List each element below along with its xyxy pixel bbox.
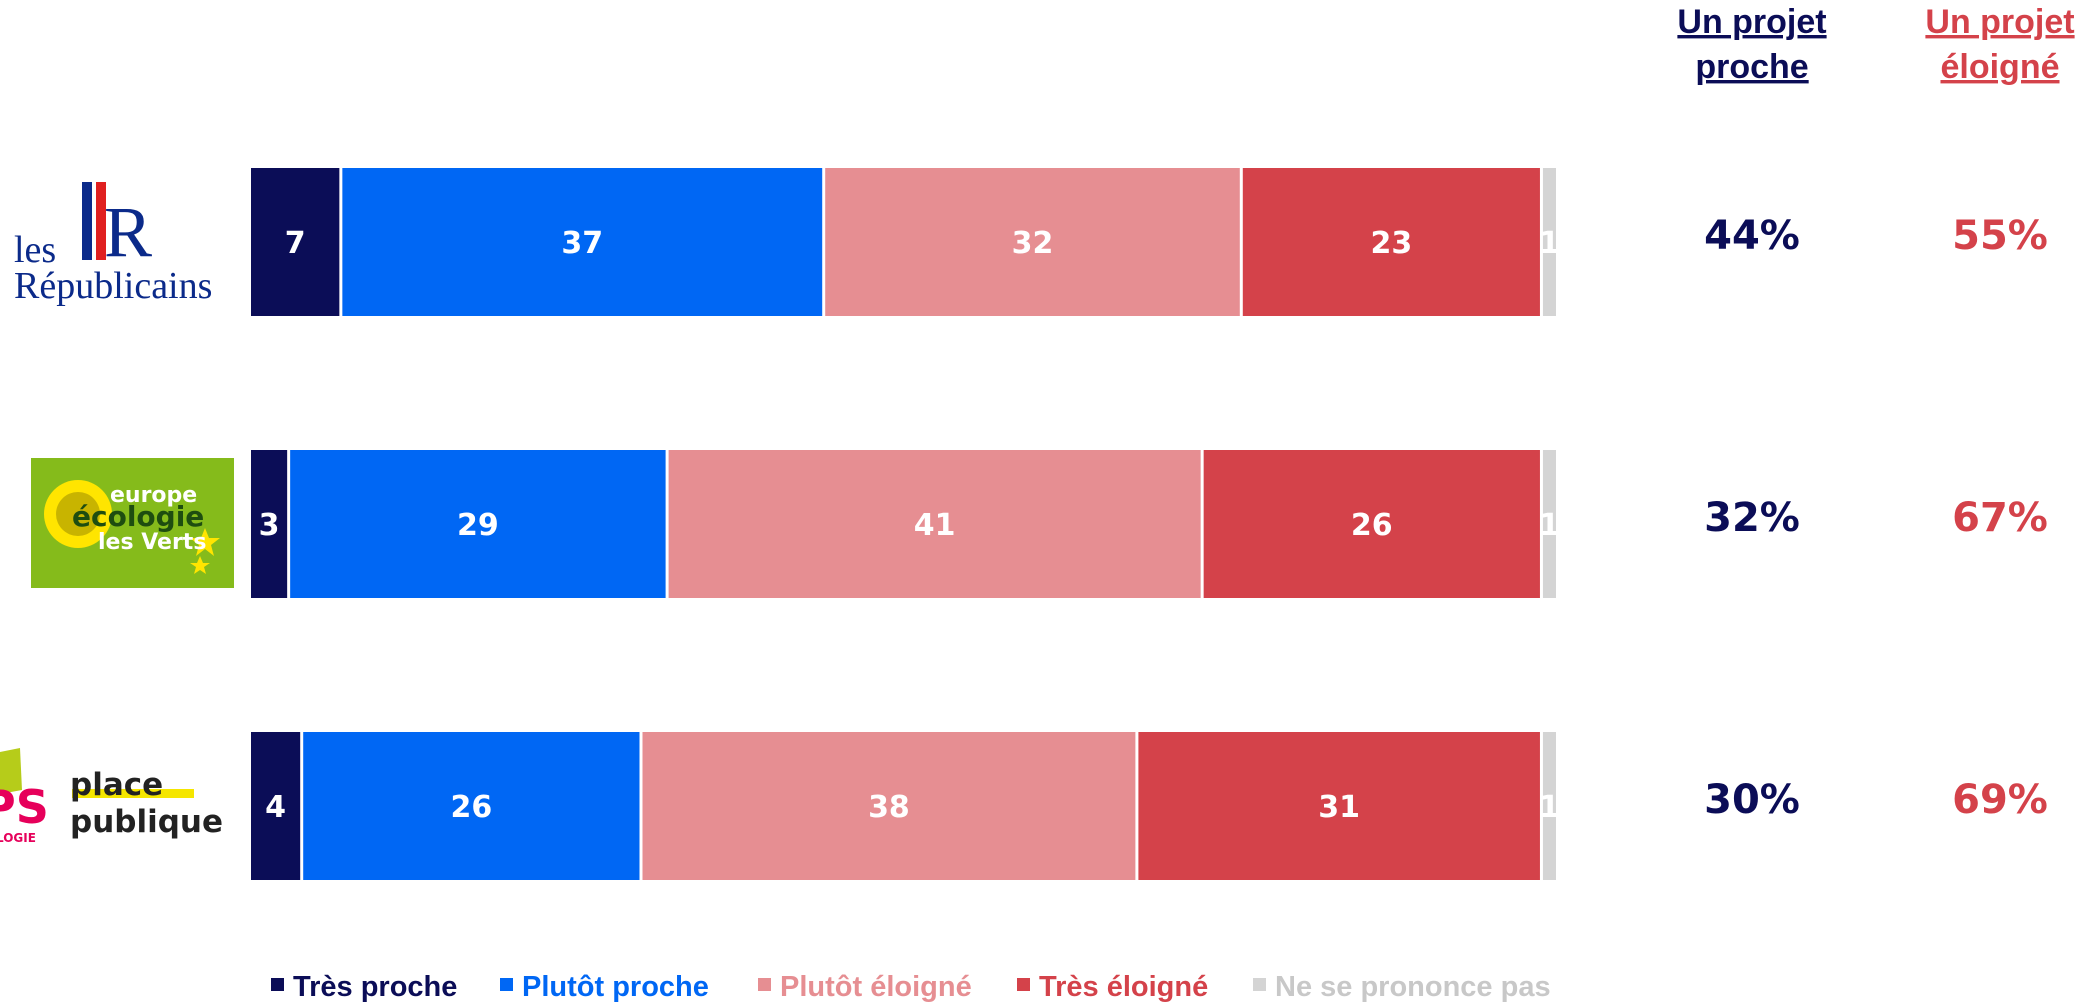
legend-item: Très éloigné <box>1017 971 1208 1003</box>
summary-value: 44% <box>1704 213 1800 259</box>
summary-values: 44% 32% 30% 55% 67% 69% <box>1704 213 2048 823</box>
summary-value: 30% <box>1704 777 1800 823</box>
les-republicains-logo: R les Républicains <box>14 182 212 307</box>
bar-data-label: 4 <box>265 790 286 825</box>
ps-small-text: LOGIE <box>0 831 36 845</box>
summary-value: 69% <box>1952 777 2048 823</box>
bar-data-label: 1 <box>1539 790 1560 825</box>
bar-data-label: 29 <box>457 508 499 543</box>
legend-swatch <box>1017 978 1030 991</box>
place-publique-yellow-bar <box>72 789 194 798</box>
bar-segment <box>251 450 288 598</box>
bar-segment <box>303 732 640 880</box>
lr-les: les <box>14 229 56 271</box>
bar-data-label: 7 <box>285 226 306 261</box>
bar-segment <box>342 168 823 316</box>
legend-item: Plutôt éloigné <box>758 971 972 1003</box>
legend-swatch <box>1253 978 1266 991</box>
bar-data-label: 31 <box>1318 790 1360 825</box>
summary-value: 67% <box>1952 495 2048 541</box>
bar-data-label: 1 <box>1539 226 1560 261</box>
legend: Très proche Plutôt proche Plutôt éloigné Tr… <box>271 971 1551 1003</box>
bar-segment <box>1242 168 1540 316</box>
bar-segment <box>668 450 1201 598</box>
summary-column-header: Un projet <box>1925 3 2074 41</box>
bar-data-label: 1 <box>1539 508 1560 543</box>
bar-data-label: 37 <box>561 226 603 261</box>
star-icon <box>190 528 220 556</box>
bar-segment <box>1138 732 1540 880</box>
legend-label: Plutôt proche <box>522 971 709 1003</box>
eelv-les-verts: les Verts <box>98 530 206 555</box>
bar-data-label: 41 <box>914 508 956 543</box>
bar-data-label: 32 <box>1012 226 1054 261</box>
ps-place: place <box>70 767 163 803</box>
ps-green-shape <box>0 748 22 794</box>
bar-segment <box>825 168 1240 316</box>
bar-data-label: 26 <box>1351 508 1393 543</box>
bar-segment <box>1542 168 1556 316</box>
bar-segment <box>251 168 340 316</box>
summary-value: 55% <box>1952 213 2048 259</box>
ps-publique: publique <box>70 804 223 840</box>
summary-headers: Un projet proche Un projet éloigné <box>1677 3 2074 86</box>
ps-mark: PS <box>0 780 49 834</box>
bar-segment <box>1542 450 1556 598</box>
summary-value: 32% <box>1704 495 1800 541</box>
eelv-europe: europe <box>110 483 197 508</box>
lr-letter-l-blue-bar <box>82 182 92 260</box>
bar-data-label: 26 <box>450 790 492 825</box>
legend-label: Très éloigné <box>1039 971 1208 1003</box>
stacked-bars: 7 37 32 23 13 29 41 26 14 26 38 31 1 <box>251 168 1560 880</box>
legend-label: Ne se prononce pas <box>1275 971 1551 1003</box>
legend-swatch <box>758 978 771 991</box>
legend-label: Plutôt éloigné <box>780 971 972 1003</box>
bar-data-label: 3 <box>259 508 280 543</box>
star-icon <box>190 556 210 574</box>
eelv-sunflower-logo: europe écologie les Verts <box>31 458 234 588</box>
summary-column-header: proche <box>1695 48 1808 86</box>
lr-letter-l-red-bar <box>96 182 106 260</box>
sunflower-center-icon <box>56 492 100 536</box>
lr-letters: R <box>104 192 152 272</box>
legend-swatch <box>500 978 513 991</box>
summary-column-header: Un projet <box>1677 3 1826 41</box>
legend-label: Très proche <box>293 971 457 1003</box>
summary-column-header: éloigné <box>1940 48 2059 86</box>
bar-segment <box>1542 732 1556 880</box>
legend-swatch <box>271 978 284 991</box>
legend-item: Plutôt proche <box>500 971 709 1003</box>
bar-segment <box>642 732 1136 880</box>
ps-place-publique-logo: PS LOGIE place publique <box>0 748 223 845</box>
lr-republicains: Républicains <box>14 265 212 307</box>
bar-segment <box>1203 450 1540 598</box>
bar-segment <box>290 450 666 598</box>
legend-item: Ne se prononce pas <box>1253 971 1551 1003</box>
bar-data-label: 38 <box>868 790 910 825</box>
eelv-ecologie: écologie <box>72 500 204 533</box>
bar-data-label: 23 <box>1371 226 1413 261</box>
bar-segment <box>251 732 301 880</box>
legend-item: Très proche <box>271 971 457 1003</box>
